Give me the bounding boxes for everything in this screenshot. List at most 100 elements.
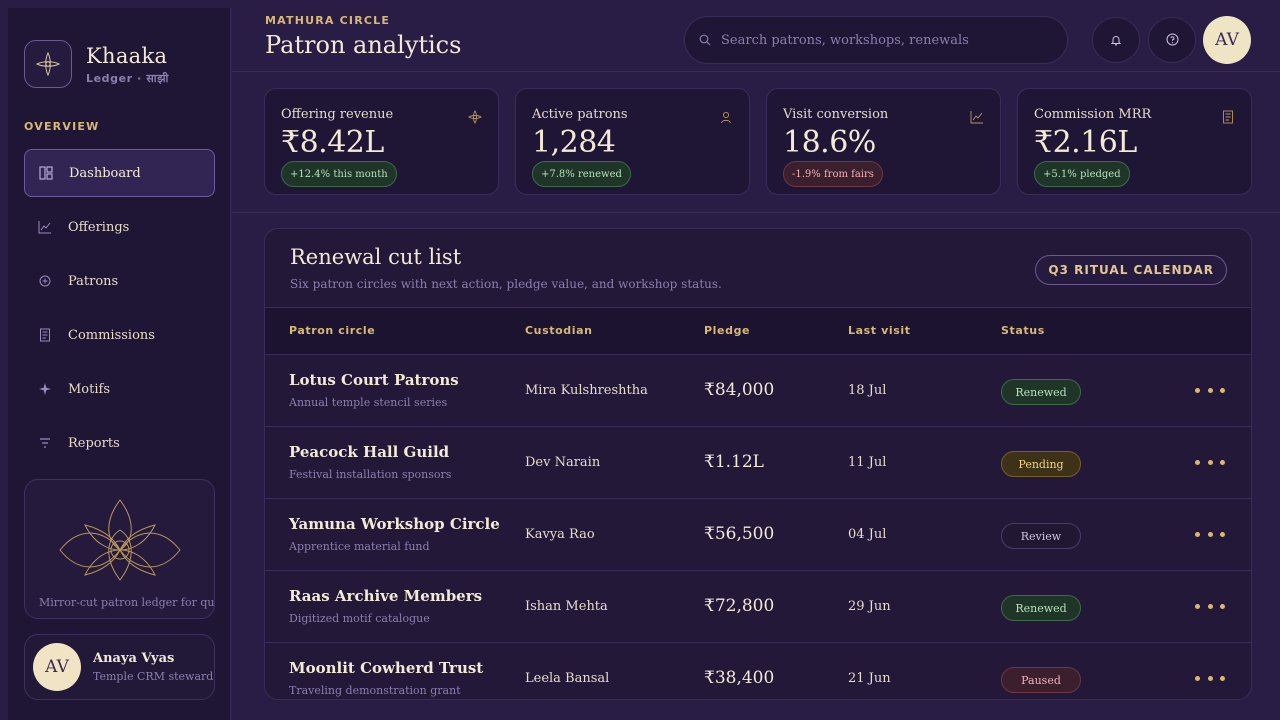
custodian-name: Leela Bansal <box>525 671 610 686</box>
row-actions-menu-icon[interactable] <box>1195 455 1225 469</box>
filter-icon <box>38 436 52 450</box>
kpi-card-offering-revenue[interactable]: Offering revenue ₹8.42L +12.4% this mont… <box>264 88 499 195</box>
custodian-name: Dev Narain <box>525 455 601 470</box>
kpi-trend-badge: +5.1% pledged <box>1034 161 1130 187</box>
user-icon <box>719 109 733 124</box>
patron-circle-description: Traveling demonstration grant <box>289 684 461 697</box>
patron-circle-name: Moonlit Cowherd Trust <box>289 659 484 677</box>
profile-avatar[interactable]: AV <box>1203 16 1251 64</box>
table-header: Patron circle Custodian Pledge Last visi… <box>265 307 1251 355</box>
pledge-value: ₹84,000 <box>704 380 775 400</box>
user-name: Anaya Vyas <box>93 651 175 666</box>
kpi-card-commission-mrr[interactable]: Commission MRR ₹2.16L +5.1% pledged <box>1017 88 1252 195</box>
patrons-icon <box>38 274 52 288</box>
last-visit-date: 18 Jul <box>848 383 887 398</box>
sidebar: Khaaka Ledger · साझी OVERVIEW Dashboard … <box>8 8 231 720</box>
brand-logo-icon <box>24 40 72 88</box>
table-row[interactable]: Lotus Court Patrons Annual temple stenci… <box>265 355 1251 427</box>
pledge-value: ₹56,500 <box>704 524 775 544</box>
sidebar-nav: Dashboard Offerings Patrons Commissions … <box>24 149 215 473</box>
table-row[interactable]: Raas Archive Members Digitized motif cat… <box>265 571 1251 643</box>
kpi-value: 1,284 <box>532 125 616 160</box>
kpi-value: ₹2.16L <box>1034 125 1137 160</box>
last-visit-date: 11 Jul <box>848 455 887 470</box>
row-actions-menu-icon[interactable] <box>1195 527 1225 541</box>
kpi-card-visit-conversion[interactable]: Visit conversion 18.6% -1.9% from fairs <box>766 88 1001 195</box>
patron-circle-name: Peacock Hall Guild <box>289 443 450 461</box>
user-card[interactable]: AV Anaya Vyas Temple CRM steward <box>24 634 215 700</box>
kpi-trend-badge: +7.8% renewed <box>532 161 631 187</box>
table-row[interactable]: Yamuna Workshop Circle Apprentice materi… <box>265 499 1251 571</box>
document-icon <box>1221 109 1235 124</box>
brand-subtitle: Ledger · साझी <box>86 71 169 85</box>
topbar: MATHURA CIRCLE Patron analytics AV <box>232 0 1280 72</box>
search-bar[interactable] <box>684 16 1068 64</box>
kpi-value: ₹8.42L <box>281 125 384 160</box>
column-header-last-visit[interactable]: Last visit <box>848 324 911 337</box>
custodian-name: Kavya Rao <box>525 527 595 542</box>
sidebar-item-offerings[interactable]: Offerings <box>24 203 215 251</box>
status-badge: Pending <box>1001 451 1081 477</box>
kpi-label: Offering revenue <box>281 107 394 122</box>
pledge-value: ₹38,400 <box>704 668 775 688</box>
column-header-patron-circle[interactable]: Patron circle <box>289 324 376 337</box>
motif-card: Mirror-cut patron ledger for quiet <box>24 479 215 619</box>
sidebar-item-patrons[interactable]: Patrons <box>24 257 215 305</box>
status-badge: Renewed <box>1001 595 1081 621</box>
lotus-motif-illustration <box>59 499 181 581</box>
status-badge: Renewed <box>1001 379 1081 405</box>
pledge-value: ₹1.12L <box>704 452 764 472</box>
sidebar-item-label: Patrons <box>68 273 119 289</box>
table-row[interactable]: Moonlit Cowherd Trust Traveling demonstr… <box>265 643 1251 699</box>
patron-circle-description: Annual temple stencil series <box>289 396 448 409</box>
kpi-trend-badge: +12.4% this month <box>281 161 397 187</box>
kpi-trend-badge: -1.9% from fairs <box>783 161 883 187</box>
bell-icon <box>1110 31 1122 50</box>
avatar: AV <box>33 643 81 691</box>
last-visit-date: 29 Jun <box>848 599 891 614</box>
page-eyebrow: MATHURA CIRCLE <box>265 14 391 27</box>
row-actions-menu-icon[interactable] <box>1195 383 1225 397</box>
sidebar-item-label: Motifs <box>68 381 111 397</box>
kpi-label: Commission MRR <box>1034 107 1152 122</box>
last-visit-date: 04 Jul <box>848 527 887 542</box>
nav-section-label: OVERVIEW <box>24 120 100 133</box>
page-title: Patron analytics <box>265 31 462 59</box>
panel-title: Renewal cut list <box>290 245 462 269</box>
patron-circle-description: Apprentice material fund <box>289 540 430 553</box>
sidebar-item-label: Reports <box>68 435 120 451</box>
last-visit-date: 21 Jun <box>848 671 891 686</box>
sidebar-item-motifs[interactable]: Motifs <box>24 365 215 413</box>
brand-name: Khaaka <box>86 43 168 68</box>
document-icon <box>38 328 52 342</box>
motif-icon <box>468 109 482 124</box>
column-header-pledge[interactable]: Pledge <box>704 324 751 337</box>
motif-caption: Mirror-cut patron ledger for quiet <box>39 596 215 609</box>
help-icon <box>1166 31 1179 50</box>
sidebar-item-dashboard[interactable]: Dashboard <box>24 149 215 197</box>
help-button[interactable] <box>1148 17 1196 63</box>
patron-circle-description: Digitized motif catalogue <box>289 612 430 625</box>
custodian-name: Ishan Mehta <box>525 599 608 614</box>
ritual-calendar-button[interactable]: Q3 RITUAL CALENDAR <box>1035 255 1227 285</box>
kpi-value: 18.6% <box>783 125 876 160</box>
renewal-panel: Renewal cut list Six patron circles with… <box>264 228 1252 700</box>
kpi-band: Offering revenue ₹8.42L +12.4% this mont… <box>232 73 1280 213</box>
kpi-label: Visit conversion <box>783 107 889 122</box>
notifications-button[interactable] <box>1092 17 1140 63</box>
kpi-card-active-patrons[interactable]: Active patrons 1,284 +7.8% renewed <box>515 88 750 195</box>
user-role: Temple CRM steward <box>93 670 214 683</box>
search-input[interactable] <box>721 32 1041 48</box>
pledge-value: ₹72,800 <box>704 596 775 616</box>
row-actions-menu-icon[interactable] <box>1195 671 1225 685</box>
column-header-status[interactable]: Status <box>1001 324 1045 337</box>
brand[interactable]: Khaaka Ledger · साझी <box>24 40 169 88</box>
sidebar-item-commissions[interactable]: Commissions <box>24 311 215 359</box>
sidebar-item-reports[interactable]: Reports <box>24 419 215 467</box>
column-header-custodian[interactable]: Custodian <box>525 324 593 337</box>
kpi-label: Active patrons <box>532 107 628 122</box>
row-actions-menu-icon[interactable] <box>1195 599 1225 613</box>
table-row[interactable]: Peacock Hall Guild Festival installation… <box>265 427 1251 499</box>
dashboard-icon <box>39 166 53 180</box>
motif-icon <box>38 382 52 396</box>
